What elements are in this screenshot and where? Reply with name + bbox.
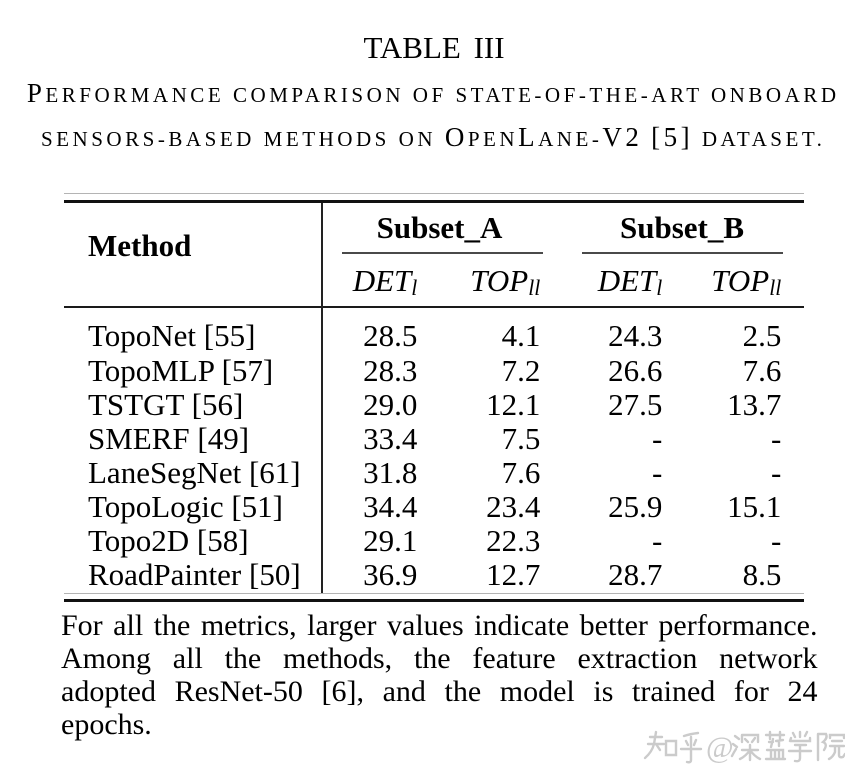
svg-text:@: @ <box>706 731 734 764</box>
